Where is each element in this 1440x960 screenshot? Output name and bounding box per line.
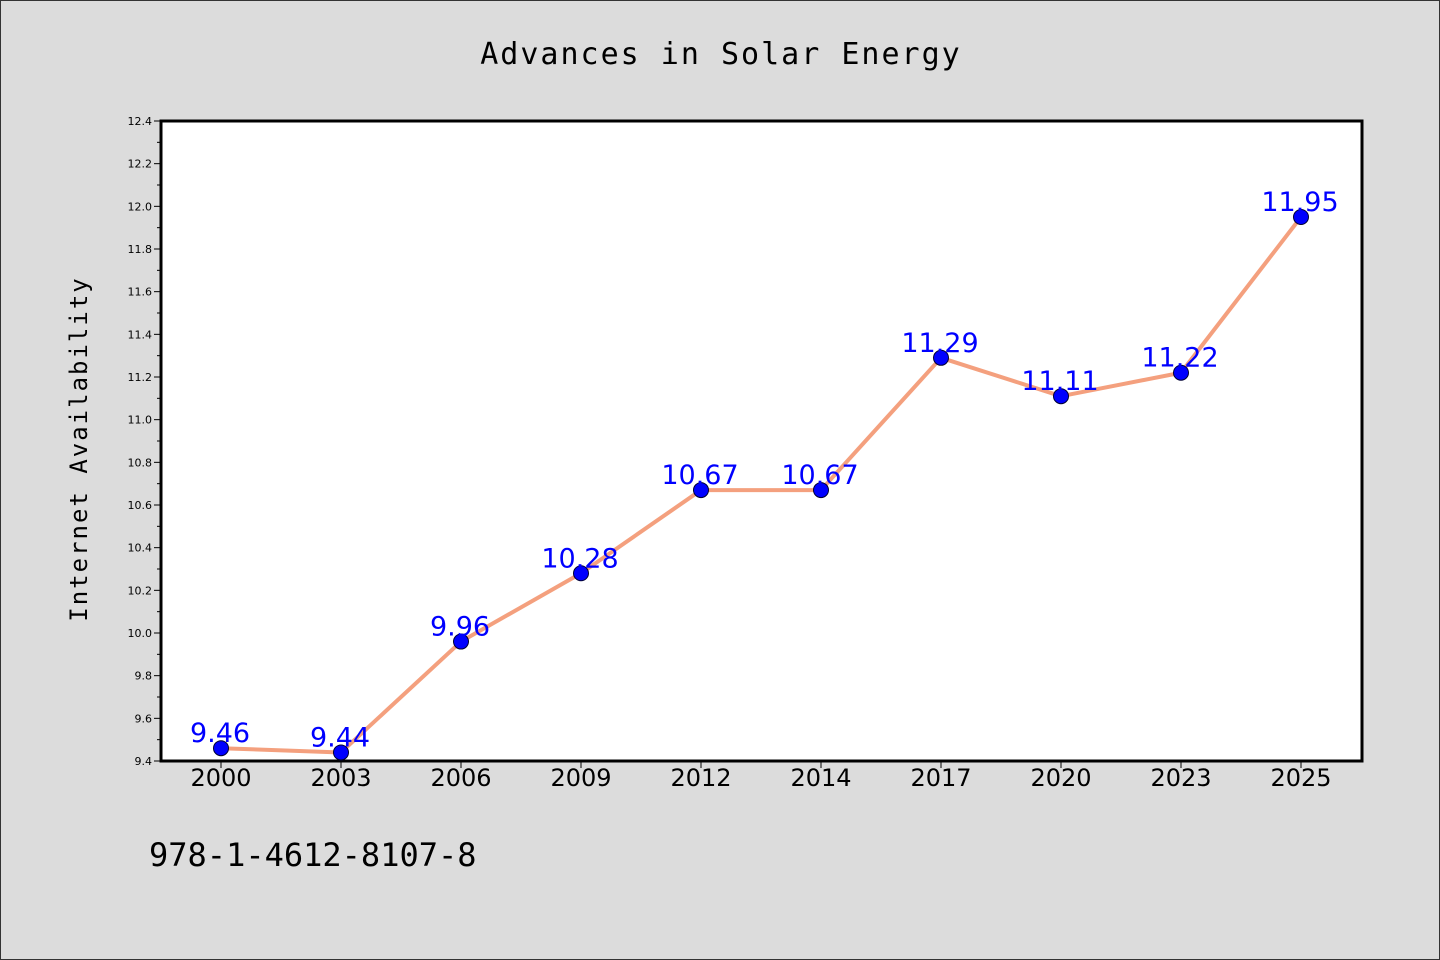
y-tick-label: 9.4 <box>135 755 153 768</box>
y-tick-label: 10.0 <box>128 627 153 640</box>
y-tick-label: 9.8 <box>135 670 153 683</box>
y-axis-label: Internet Availability <box>65 276 93 621</box>
y-tick-label: 11.2 <box>128 371 153 384</box>
data-point-marker <box>933 349 949 366</box>
y-tick-label: 12.4 <box>128 115 153 128</box>
y-tick-label: 11.8 <box>128 243 153 256</box>
data-label-group: 9.46 9.44 9.96 10.28 10.67 10.67 11.29 11.11 11.… <box>190 187 1339 753</box>
y-axis: 9.4 9.6 9.8 10.0 10.2 10.4 10.6 10.8 11.0 11.2 11.… <box>128 115 161 768</box>
y-tick-label: 9.6 <box>135 712 153 725</box>
x-tick-label: 2017 <box>910 764 971 792</box>
x-tick-label: 2014 <box>790 764 851 792</box>
x-tick-label: 2006 <box>430 764 491 792</box>
data-point-label: 10.28 <box>541 543 618 574</box>
x-tick-label: 2009 <box>550 764 611 792</box>
x-axis: 2000 2003 2006 2009 2012 2014 2017 2020 2023 2025 <box>190 761 1332 792</box>
isbn-text: 978-1-4612-8107-8 <box>149 836 477 874</box>
data-point-label: 10.67 <box>661 460 738 491</box>
x-tick-label: 2025 <box>1270 764 1331 792</box>
plot-frame <box>159 119 1364 763</box>
data-point-marker <box>1173 364 1189 381</box>
data-point-label: 11.95 <box>1261 187 1338 218</box>
series-line <box>219 215 1303 755</box>
y-tick-label: 12.0 <box>128 200 153 213</box>
y-tick-label: 12.2 <box>128 158 153 171</box>
data-point-label: 11.11 <box>1021 366 1098 397</box>
data-point-label: 9.96 <box>430 612 490 643</box>
data-point-marker <box>1293 209 1309 225</box>
y-tick-label: 11.4 <box>128 328 153 341</box>
y-tick-label: 11.0 <box>128 414 153 427</box>
data-point-label: 10.67 <box>781 460 858 491</box>
data-point-label: 9.44 <box>310 722 370 753</box>
x-tick-label: 2003 <box>310 764 371 792</box>
y-tick-label: 11.6 <box>128 286 153 299</box>
plot-area <box>161 121 1362 761</box>
data-point-marker <box>813 482 829 499</box>
y-tick-label: 10.6 <box>128 499 153 512</box>
data-point-marker <box>693 482 709 499</box>
y-tick-label: 10.2 <box>128 584 153 597</box>
y-tick-label: 10.8 <box>128 456 153 469</box>
data-point-marker <box>213 740 229 757</box>
data-point-label: 11.29 <box>901 328 978 359</box>
y-tick-label: 10.4 <box>128 542 153 555</box>
data-point-marker <box>1053 388 1069 405</box>
x-tick-label: 2012 <box>670 764 731 792</box>
chart-title: Advances in Solar Energy <box>480 37 961 72</box>
data-point-marker <box>453 633 469 650</box>
data-point-marker <box>573 565 589 582</box>
data-point-marker <box>333 744 349 761</box>
data-point-label: 9.46 <box>190 718 250 749</box>
data-point-label: 11.22 <box>1141 343 1218 374</box>
x-tick-label: 2023 <box>1150 764 1211 792</box>
x-tick-label: 2020 <box>1030 764 1091 792</box>
x-tick-label: 2000 <box>190 764 251 792</box>
series-line-group <box>213 209 1309 761</box>
